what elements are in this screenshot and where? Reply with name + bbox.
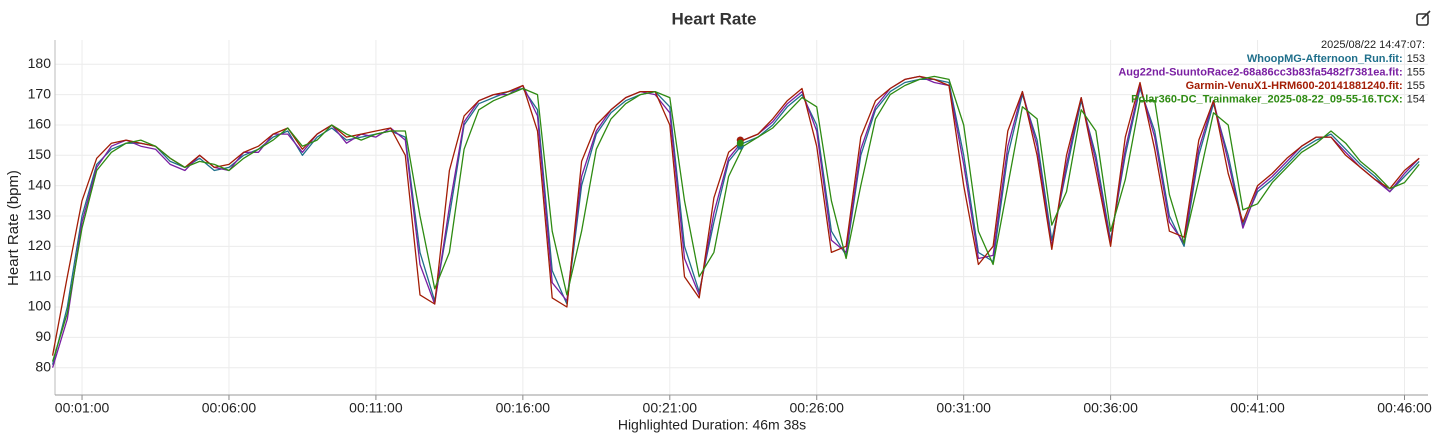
legend-entry: Garmin-VenuX1-HRM600-20141881240.fit: 155	[1186, 80, 1425, 92]
x-tick-label: 00:06:00	[202, 400, 257, 416]
x-tick-label: 00:36:00	[1083, 400, 1138, 416]
y-axis-label: Heart Rate (bpm)	[5, 170, 22, 286]
footer: Highlighted Duration: 46m 38s	[618, 417, 806, 433]
y-tick-label: 110	[29, 267, 52, 283]
series-line	[51, 75, 1420, 362]
legend-entry: Polar360-DC_Trainmaker_2025-08-22_09-55-…	[1131, 93, 1425, 105]
legend-value: 155	[1407, 66, 1425, 78]
legend-name: Garmin-VenuX1-HRM600-20141881240.fit:	[1186, 80, 1403, 92]
y-tick-label: 80	[35, 358, 51, 374]
y-tick-label: 150	[28, 146, 52, 162]
hover-point	[736, 139, 744, 147]
x-tick-label: 00:41:00	[1230, 400, 1285, 416]
y-tick-label: 180	[28, 55, 52, 71]
hover-time: 2025/08/22 14:47:07:	[1321, 39, 1425, 51]
x-tick-label: 00:46:00	[1377, 400, 1432, 416]
series-line	[51, 78, 1420, 365]
legend-value: 154	[1407, 93, 1425, 105]
legend-entry: WhoopMG-Afternoon_Run.fit: 153	[1247, 53, 1425, 65]
legend-entry: Aug22nd-SuuntoRace2-68a86cc3b83fa5482f73…	[1118, 66, 1425, 78]
y-tick-label: 100	[28, 298, 52, 314]
y-tick-label: 170	[28, 85, 52, 101]
edit-icon-box	[1416, 13, 1429, 26]
legend-name: WhoopMG-Afternoon_Run.fit:	[1247, 53, 1403, 65]
x-tick-label: 00:01:00	[55, 400, 110, 416]
y-tick-label: 130	[28, 207, 52, 223]
series-line	[51, 75, 1420, 356]
x-tick-label: 00:11:00	[349, 400, 403, 416]
y-tick-label: 90	[35, 328, 51, 344]
x-tick-label: 00:26:00	[789, 400, 844, 416]
edit-icon-pen	[1421, 10, 1431, 20]
legend-value: 155	[1407, 80, 1425, 92]
legend-value: 153	[1407, 53, 1425, 65]
y-tick-label: 120	[28, 237, 52, 253]
y-tick-label: 160	[28, 116, 52, 132]
x-tick-label: 00:16:00	[496, 400, 551, 416]
legend-name: Aug22nd-SuuntoRace2-68a86cc3b83fa5482f73…	[1118, 66, 1402, 78]
chart-title: Heart Rate	[671, 9, 756, 28]
x-tick-label: 00:21:00	[643, 400, 698, 416]
y-tick-label: 140	[28, 176, 52, 192]
edit-icon[interactable]	[1416, 10, 1431, 26]
x-tick-label: 00:31:00	[936, 400, 991, 416]
series-line	[51, 75, 1420, 368]
legend-name: Polar360-DC_Trainmaker_2025-08-22_09-55-…	[1131, 93, 1403, 105]
